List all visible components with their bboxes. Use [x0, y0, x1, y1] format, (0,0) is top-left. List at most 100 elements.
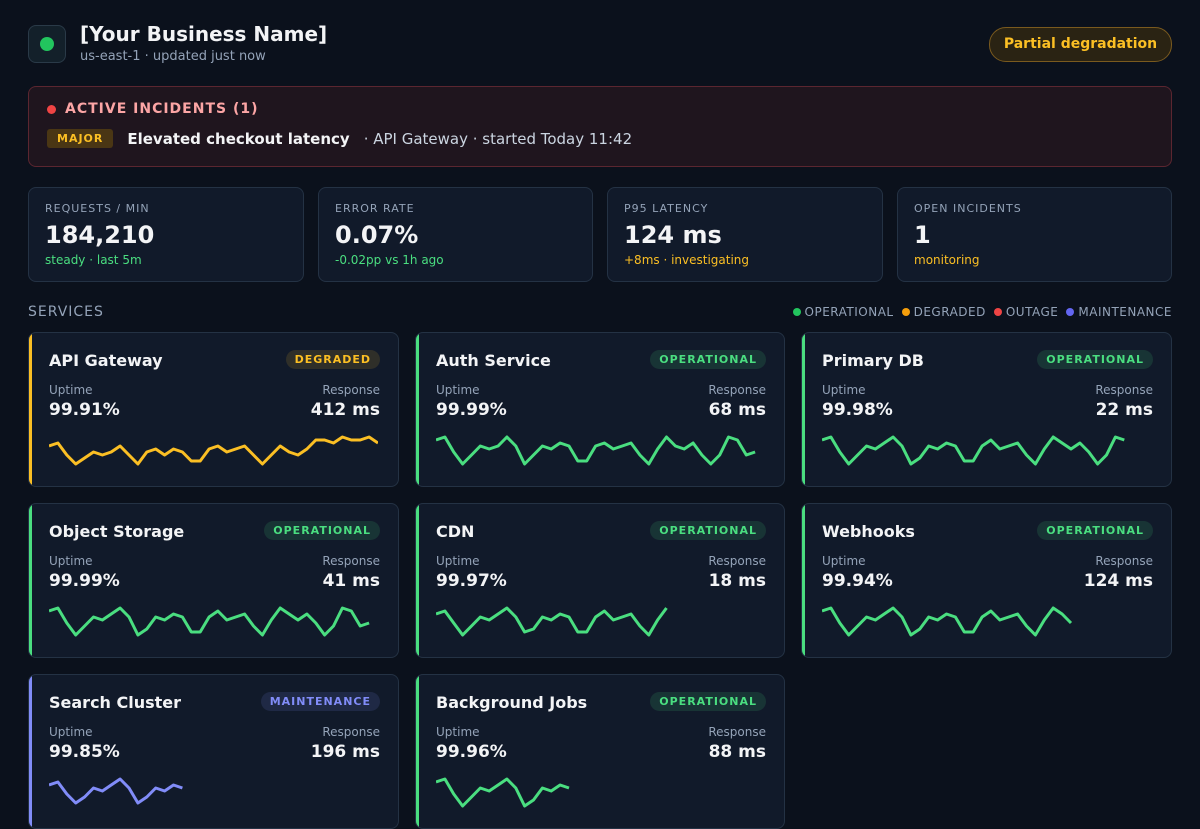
legend-dot [1066, 308, 1075, 316]
legend-item: DEGRADED [901, 305, 986, 319]
sparkline [436, 606, 668, 637]
service-name: API Gateway [49, 351, 163, 370]
status-bar [802, 504, 805, 657]
uptime-value: 99.97% [436, 571, 507, 591]
response-label: Response [1095, 383, 1153, 397]
metric-card: P95 LATENCY 124 ms +8ms · investigating [607, 187, 883, 282]
service-card[interactable]: Primary DB OPERATIONAL Uptime 99.98% Respons… [801, 332, 1172, 487]
service-card[interactable]: Object Storage OPERATIONAL Uptime 99.99% Res… [28, 503, 399, 658]
status-badge: Partial degradation [989, 27, 1172, 62]
metric-label: REQUESTS / MIN [45, 202, 150, 215]
uptime-label: Uptime [822, 383, 866, 397]
response-value: 124 ms [1083, 571, 1153, 591]
service-name: CDN [436, 522, 475, 541]
sparkline-path [822, 606, 1073, 637]
service-name: Auth Service [436, 351, 551, 370]
incident-heading: ACTIVE INCIDENTS (1) [47, 101, 259, 117]
metric-label: OPEN INCIDENTS [914, 202, 1022, 215]
uptime-label: Uptime [49, 725, 93, 739]
response-label: Response [1095, 554, 1153, 568]
service-status: OPERATIONAL [1037, 350, 1153, 369]
response-value: 18 ms [708, 571, 766, 591]
legend-label: MAINTENANCE [1078, 305, 1172, 319]
service-card[interactable]: Auth Service OPERATIONAL Uptime 99.99% Respo… [415, 332, 785, 487]
uptime-label: Uptime [436, 383, 480, 397]
incident-name: Elevated checkout latency [127, 129, 350, 148]
page-title: [Your Business Name] [80, 22, 328, 46]
incident-dot [47, 105, 56, 114]
service-status: OPERATIONAL [650, 521, 766, 540]
status-bar [416, 504, 419, 657]
uptime-label: Uptime [436, 554, 480, 568]
service-status: OPERATIONAL [650, 350, 766, 369]
status-page: [Your Business Name] us-east-1 · updated… [28, 22, 1172, 829]
service-card[interactable]: CDN OPERATIONAL Uptime 99.97% Response 18 ms [415, 503, 785, 658]
sparkline-path [822, 435, 1125, 466]
uptime-label: Uptime [49, 554, 93, 568]
incident-detail: · API Gateway · started Today 11:42 [363, 129, 633, 148]
service-name: Webhooks [822, 522, 915, 541]
legend-dot [993, 308, 1002, 316]
sparkline [436, 777, 570, 808]
service-status: MAINTENANCE [260, 692, 380, 711]
service-name: Background Jobs [436, 693, 588, 712]
metric-note: -0.02pp vs 1h ago [335, 253, 444, 267]
uptime-value: 99.91% [49, 400, 120, 420]
status-bar [802, 333, 805, 486]
logo [28, 25, 66, 63]
response-value: 22 ms [1095, 400, 1153, 420]
service-status: OPERATIONAL [1037, 521, 1153, 540]
services-heading: SERVICES [28, 304, 104, 320]
sparkline-path [436, 777, 570, 808]
metric-note: steady · last 5m [45, 253, 142, 267]
service-name: Primary DB [822, 351, 924, 370]
response-value: 68 ms [708, 400, 766, 420]
legend-item: OUTAGE [993, 305, 1059, 319]
sparkline [49, 606, 370, 637]
sparkline-path [49, 777, 183, 805]
metric-card: OPEN INCIDENTS 1 monitoring [897, 187, 1172, 282]
sparkline [822, 606, 1073, 637]
response-value: 41 ms [322, 571, 380, 591]
incident-panel: ACTIVE INCIDENTS (1) MAJOR Elevated chec… [28, 86, 1172, 167]
incident-title: ACTIVE INCIDENTS (1) [65, 101, 259, 117]
sparkline [822, 435, 1125, 466]
service-card[interactable]: Background Jobs OPERATIONAL Uptime 99.96% Re… [415, 674, 785, 829]
metric-card: REQUESTS / MIN 184,210 steady · last 5m [28, 187, 304, 282]
subtitle: us-east-1 · updated just now [80, 49, 266, 64]
response-value: 412 ms [310, 400, 380, 420]
response-value: 196 ms [310, 742, 380, 762]
service-card[interactable]: Search Cluster MAINTENANCE Uptime 99.85% Res… [28, 674, 399, 829]
status-bar [416, 333, 419, 486]
service-name: Object Storage [49, 522, 185, 541]
legend-dot [792, 308, 801, 316]
uptime-value: 99.99% [436, 400, 507, 420]
metric-label: P95 LATENCY [624, 202, 709, 215]
uptime-value: 99.85% [49, 742, 120, 762]
legend-dot [901, 308, 910, 316]
sparkline [436, 435, 756, 466]
uptime-value: 99.94% [822, 571, 893, 591]
status-bar [29, 504, 32, 657]
legend-item: MAINTENANCE [1066, 305, 1172, 319]
sparkline [49, 777, 183, 805]
sparkline-path [436, 606, 668, 637]
metric-value: 124 ms [624, 221, 722, 249]
metric-value: 1 [914, 221, 931, 249]
response-label: Response [708, 554, 766, 568]
legend-item: OPERATIONAL [792, 305, 894, 319]
logo-dot [40, 37, 54, 51]
sparkline [49, 435, 378, 466]
service-card[interactable]: API Gateway DEGRADED Uptime 99.91% Response 4… [28, 332, 399, 487]
service-card[interactable]: Webhooks OPERATIONAL Uptime 99.94% Response 1… [801, 503, 1172, 658]
incident-row[interactable]: MAJOR Elevated checkout latency · API Ga… [47, 129, 632, 148]
metric-card: ERROR RATE 0.07% -0.02pp vs 1h ago [318, 187, 593, 282]
uptime-value: 99.99% [49, 571, 120, 591]
service-name: Search Cluster [49, 693, 182, 712]
legend-label: DEGRADED [913, 305, 986, 319]
metric-label: ERROR RATE [335, 202, 415, 215]
legend: OPERATIONAL DEGRADED OUTAGE MAINTENANCE [785, 305, 1172, 319]
legend-label: OPERATIONAL [804, 305, 894, 319]
sparkline-path [436, 435, 756, 466]
legend-label: OUTAGE [1005, 305, 1059, 319]
